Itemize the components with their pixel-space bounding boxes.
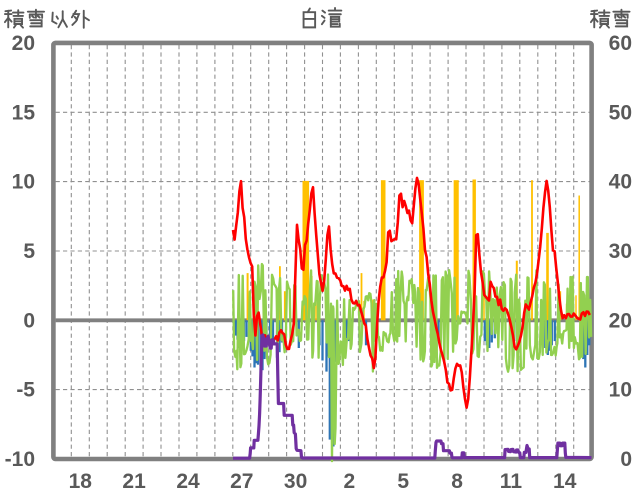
- svg-text:30: 30: [609, 240, 632, 263]
- svg-text:15: 15: [12, 101, 36, 124]
- svg-text:5: 5: [397, 470, 409, 493]
- svg-text:11: 11: [500, 470, 523, 493]
- svg-text:60: 60: [609, 32, 632, 55]
- svg-text:14: 14: [553, 470, 577, 493]
- svg-text:8: 8: [451, 470, 463, 493]
- svg-text:2: 2: [344, 470, 356, 493]
- svg-text:24: 24: [176, 470, 200, 493]
- svg-text:30: 30: [284, 470, 307, 493]
- svg-text:20: 20: [609, 309, 632, 332]
- svg-text:0: 0: [23, 309, 35, 332]
- svg-text:50: 50: [609, 101, 632, 124]
- svg-text:5: 5: [23, 240, 35, 263]
- svg-text:27: 27: [230, 470, 253, 493]
- svg-text:-5: -5: [16, 379, 35, 402]
- svg-text:-10: -10: [5, 448, 35, 471]
- svg-text:18: 18: [69, 470, 93, 493]
- svg-text:10: 10: [609, 379, 632, 402]
- svg-text:40: 40: [609, 171, 632, 194]
- svg-text:10: 10: [12, 171, 35, 194]
- svg-text:21: 21: [122, 470, 146, 493]
- svg-text:0: 0: [620, 448, 632, 471]
- svg-text:20: 20: [12, 32, 35, 55]
